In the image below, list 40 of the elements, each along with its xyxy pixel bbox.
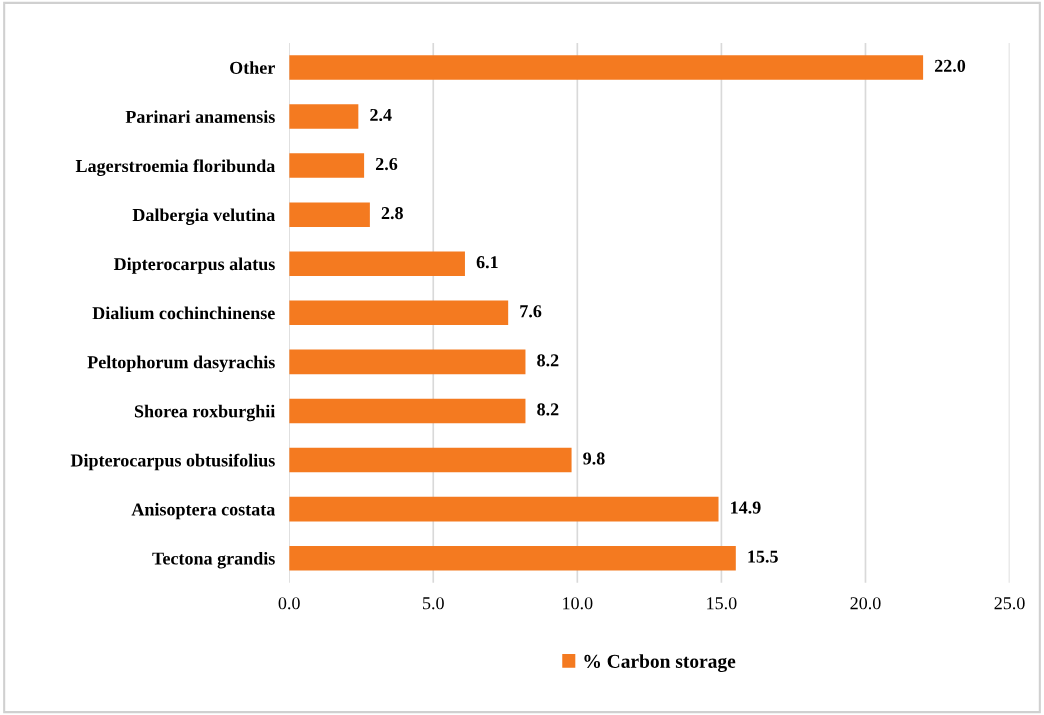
y-tick-label: Parinari anamensis — [125, 110, 275, 123]
bar — [289, 153, 365, 178]
data-label: 8.2 — [537, 354, 559, 367]
bar — [289, 104, 359, 129]
bar — [289, 496, 719, 522]
data-label: 6.1 — [476, 256, 498, 269]
data-label: 2.8 — [381, 207, 403, 220]
bar — [289, 349, 526, 375]
data-label: 2.4 — [370, 108, 392, 122]
y-tick-label: Dipterocarpus obtusifolius — [70, 453, 275, 471]
x-tick-label: 15.0 — [707, 597, 737, 610]
bar — [289, 251, 465, 277]
data-label: 8.2 — [537, 403, 559, 416]
x-tick-label: 10.0 — [563, 597, 593, 610]
bar — [289, 545, 736, 571]
bar — [289, 398, 526, 424]
x-tick-label: 0.0 — [278, 597, 300, 610]
y-tick-label: Anisoptera costata — [131, 502, 276, 520]
bar — [289, 55, 924, 80]
data-label: 9.8 — [583, 452, 605, 465]
x-tick-label: 5.0 — [423, 597, 444, 610]
y-tick-label: Other — [230, 61, 275, 74]
y-tick-label: Dalbergia velutina — [132, 208, 276, 225]
bar — [289, 202, 370, 227]
x-tick-label: 20.0 — [850, 597, 881, 610]
bar — [289, 300, 509, 326]
bar — [289, 447, 572, 473]
data-label: 7.6 — [520, 305, 542, 318]
data-label: 22.0 — [934, 59, 966, 73]
legend-label: % Carbon storage — [584, 654, 736, 672]
data-label: 2.6 — [375, 157, 398, 171]
y-tick-label: Dipterocarpus alatus — [113, 257, 275, 274]
data-label: 14.9 — [731, 501, 761, 514]
y-tick-label: Peltophorum dasyrachis — [87, 355, 275, 373]
y-tick-label: Dialium cochinchinense — [92, 306, 275, 320]
y-tick-label: Lagerstroemia floribunda — [75, 159, 276, 176]
x-tick-label: 25.0 — [994, 597, 1025, 610]
y-tick-label: Tectona grandis — [152, 551, 275, 569]
y-tick-label: Shorea roxburghii — [134, 404, 276, 422]
data-label: 15.5 — [748, 550, 778, 563]
